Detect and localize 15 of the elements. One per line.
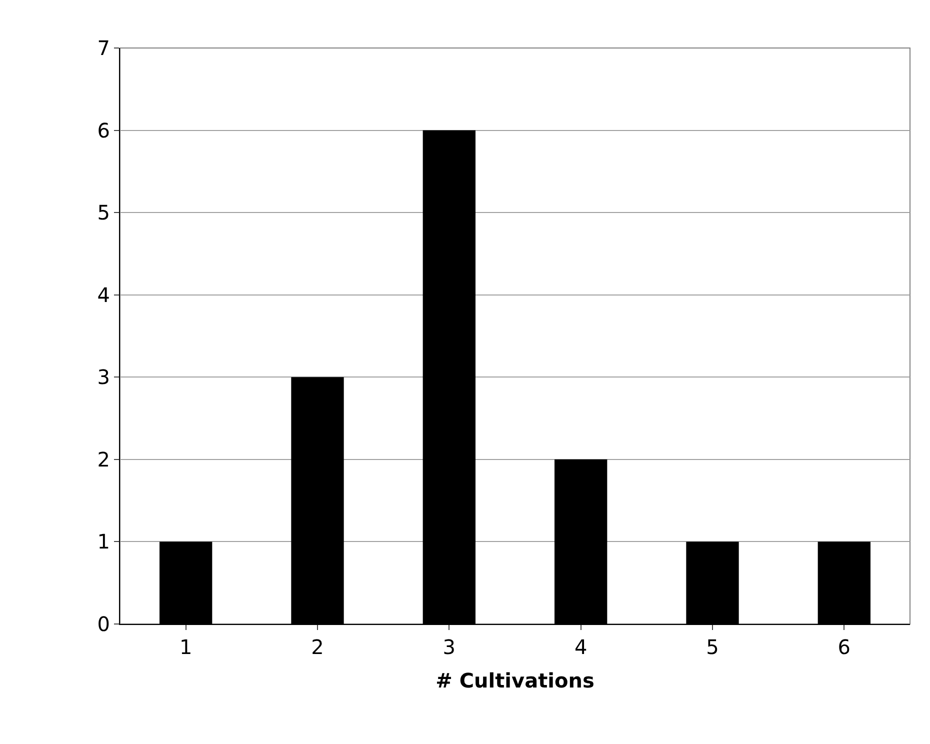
x-tick-label: 5 (706, 635, 719, 659)
y-tick-label: 5 (97, 200, 110, 225)
y-tick-label: 0 (97, 612, 110, 636)
x-tick-label: 6 (838, 635, 851, 659)
y-tick-label: 6 (97, 118, 110, 142)
x-tick-label: 4 (574, 635, 588, 659)
x-tick-label: 2 (311, 635, 324, 659)
y-tick-label: 4 (97, 282, 110, 307)
x-axis-title: # Cultivations (436, 668, 594, 692)
y-tick-label: 2 (97, 447, 110, 472)
x-tick-label: 3 (442, 635, 456, 659)
y-tick-label: 1 (97, 530, 110, 554)
x-tick-label: 1 (179, 635, 192, 659)
y-tick-label: 3 (97, 365, 110, 390)
y-tick-label: 7 (97, 36, 110, 60)
